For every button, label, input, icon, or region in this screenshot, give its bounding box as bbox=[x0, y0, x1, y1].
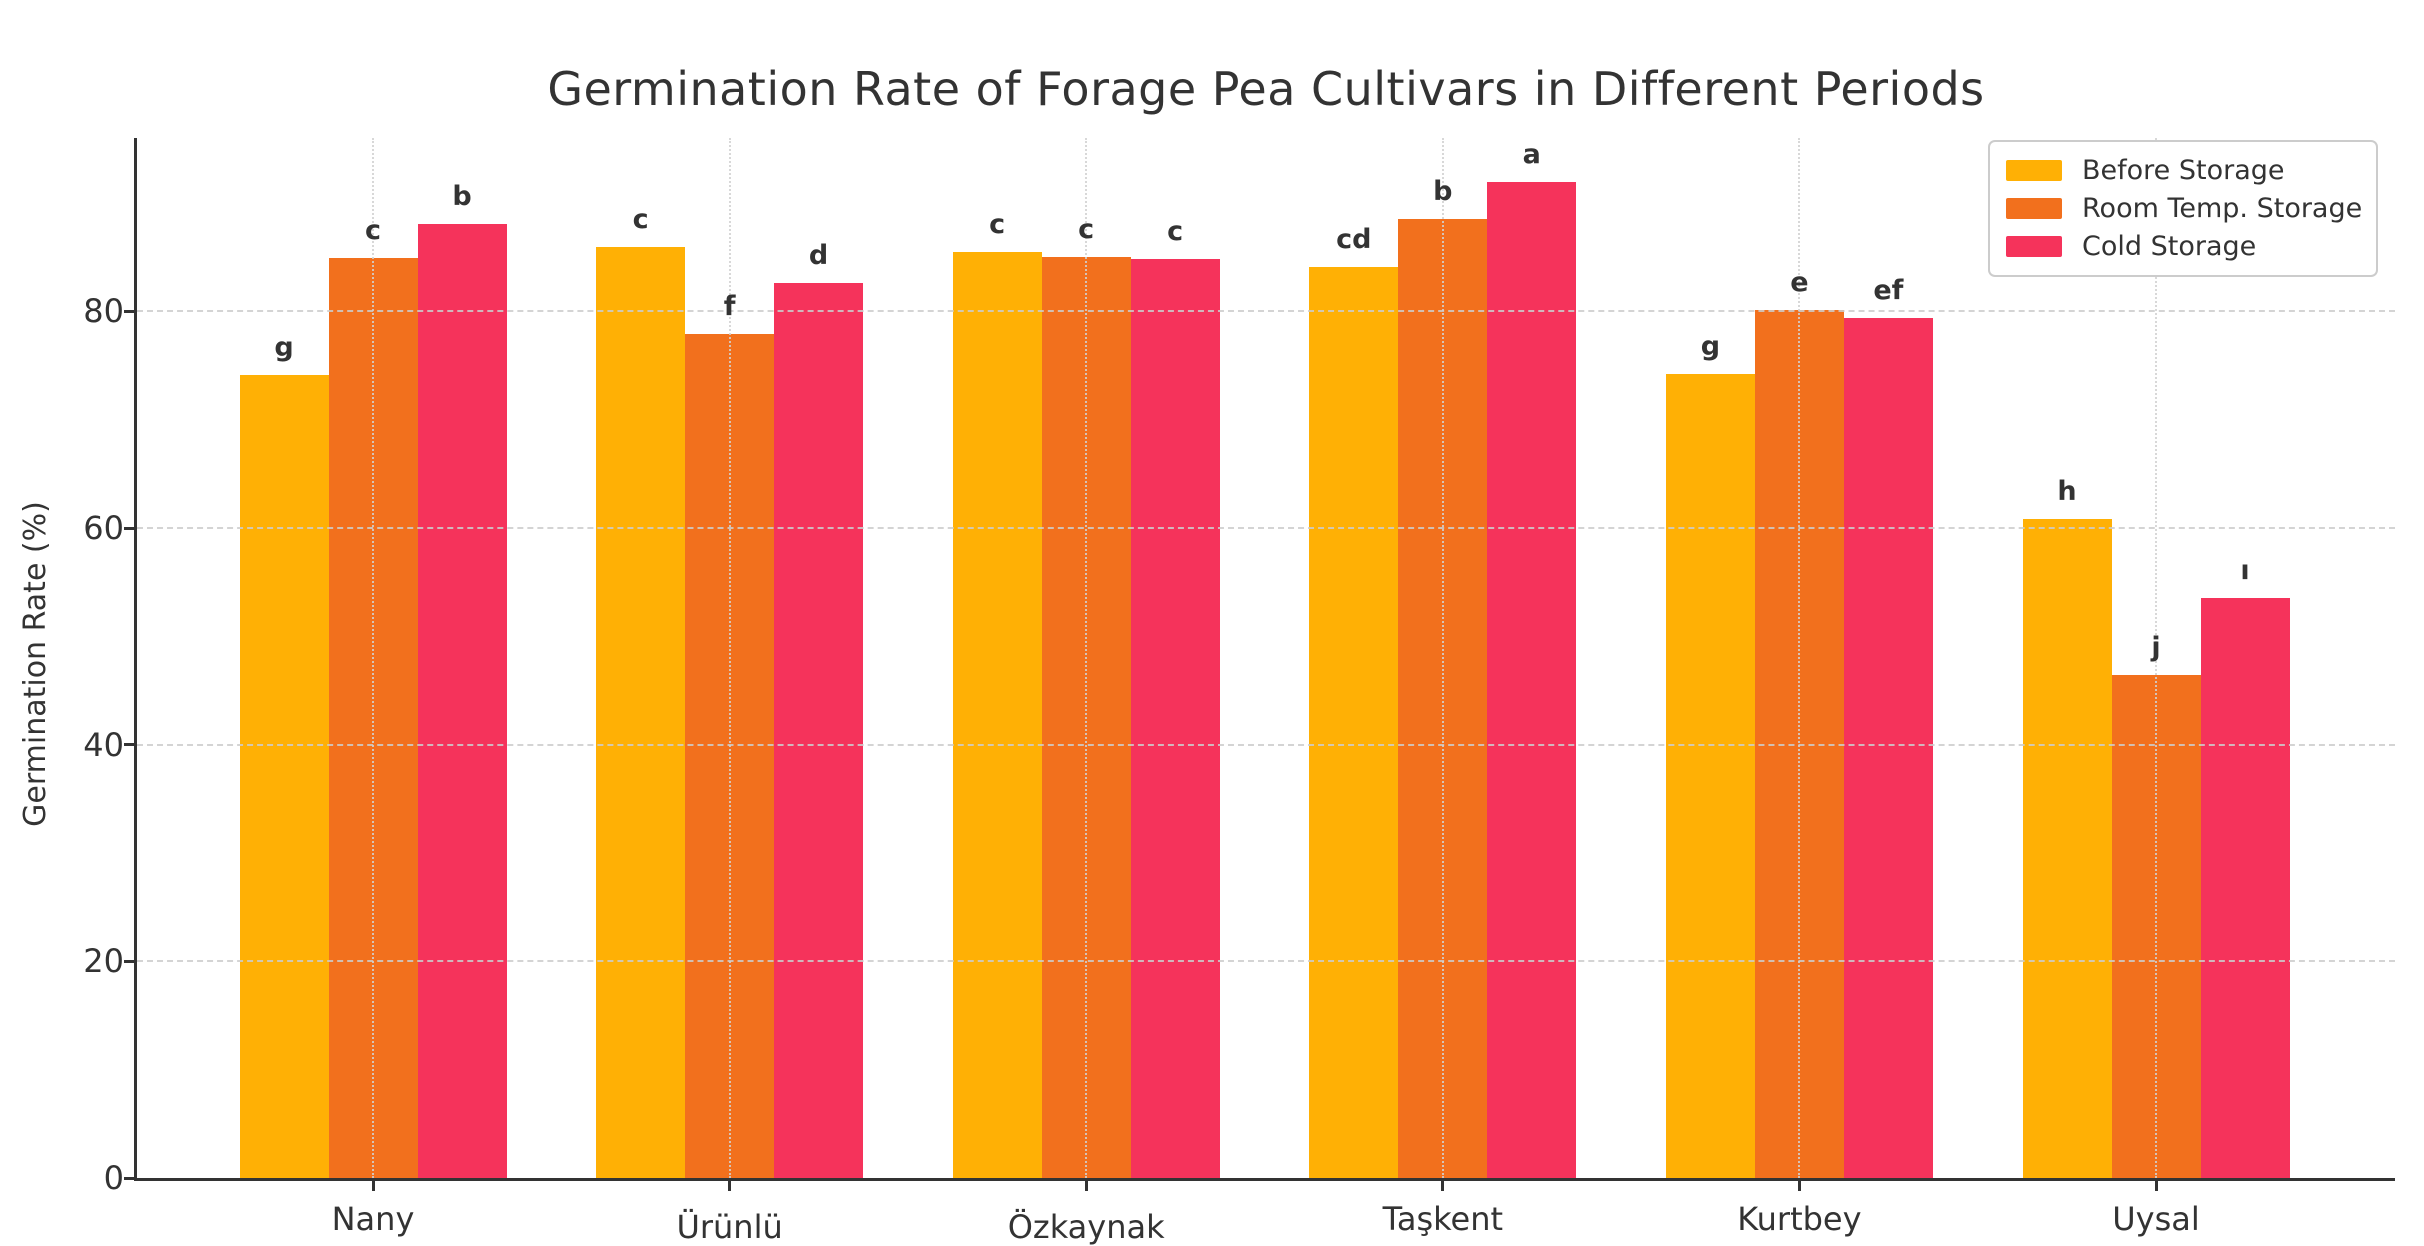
bar-Nany-Room Temp. Storage bbox=[328, 258, 418, 1178]
legend: Before Storage Room Temp. Storage Cold Sto… bbox=[1988, 140, 2378, 277]
y-tick-40 bbox=[124, 743, 134, 747]
legend-label-Room Temp. Storage: Room Temp. Storage bbox=[2082, 193, 2363, 224]
bar-Taşkent-Before Storage bbox=[1309, 266, 1399, 1178]
x-tick-label-0: Nany bbox=[331, 1200, 415, 1238]
legend-row-Before Storage: Before Storage bbox=[2006, 155, 2360, 186]
legend-label-Cold Storage: Cold Storage bbox=[2082, 231, 2257, 262]
x-tick-5 bbox=[2154, 1181, 2158, 1191]
bar-Nany-Before Storage bbox=[239, 375, 329, 1178]
y-axis-spine bbox=[134, 138, 137, 1181]
x-tick-3 bbox=[1441, 1181, 1445, 1191]
y-tick-label-40: 40 bbox=[83, 725, 124, 764]
bar-letter-Nany-Cold Storage: b bbox=[452, 180, 472, 212]
bar-Taşkent-Room Temp. Storage bbox=[1398, 219, 1488, 1178]
legend-swatch-Room Temp. Storage bbox=[2006, 198, 2062, 219]
legend-row-Room Temp. Storage: Room Temp. Storage bbox=[2006, 193, 2363, 224]
x-tick-0 bbox=[371, 1181, 375, 1191]
bar-Kurtbey-Before Storage bbox=[1665, 374, 1755, 1178]
bar-letter-Kurtbey-Room Temp. Storage: e bbox=[1790, 267, 1809, 299]
x-tick-label-2: Özkaynak bbox=[1007, 1208, 1165, 1246]
bar-Ürünlü-Room Temp. Storage bbox=[685, 334, 775, 1178]
y-tick-60 bbox=[124, 526, 134, 530]
chart-title: Germination Rate of Forage Pea Cultivars… bbox=[547, 62, 1985, 116]
bar-Uysal-Before Storage bbox=[2022, 519, 2112, 1178]
bar-Kurtbey-Cold Storage bbox=[1843, 317, 1933, 1178]
x-axis-spine bbox=[134, 1178, 2395, 1181]
y-tick-label-80: 80 bbox=[83, 292, 124, 331]
x-tick-label-5: Uysal bbox=[2112, 1200, 2200, 1238]
bar-Ürünlü-Cold Storage bbox=[774, 283, 864, 1178]
bar-letter-Özkaynak-Before Storage: c bbox=[989, 208, 1006, 240]
bar-letter-Ürünlü-Room Temp. Storage: f bbox=[723, 291, 736, 323]
y-tick-label-20: 20 bbox=[83, 942, 124, 981]
bar-Özkaynak-Before Storage bbox=[952, 251, 1042, 1178]
bar-letter-Özkaynak-Cold Storage: c bbox=[1167, 216, 1184, 248]
legend-swatch-Before Storage bbox=[2006, 160, 2062, 181]
bar-letter-Kurtbey-Before Storage: g bbox=[1700, 331, 1721, 363]
y-tick-80 bbox=[124, 309, 134, 313]
x-tick-1 bbox=[728, 1181, 732, 1191]
y-tick-label-60: 60 bbox=[83, 509, 124, 547]
x-tick-label-1: Ürünlü bbox=[676, 1208, 783, 1246]
x-tick-2 bbox=[1084, 1181, 1088, 1191]
x-tick-4 bbox=[1797, 1181, 1801, 1191]
y-tick-label-0: 0 bbox=[103, 1159, 124, 1197]
bar-Uysal-Cold Storage bbox=[2200, 598, 2290, 1178]
bar-letter-Uysal-Before Storage: h bbox=[2057, 476, 2077, 508]
bar-letter-Nany-Room Temp. Storage: c bbox=[364, 215, 381, 247]
bar-letter-Ürünlü-Cold Storage: d bbox=[808, 240, 829, 272]
bar-Kurtbey-Room Temp. Storage bbox=[1754, 310, 1844, 1178]
bar-Taşkent-Cold Storage bbox=[1487, 182, 1577, 1178]
legend-row-Cold Storage: Cold Storage bbox=[2006, 231, 2360, 262]
legend-swatch-Cold Storage bbox=[2006, 236, 2062, 257]
bar-letter-Taşkent-Room Temp. Storage: b bbox=[1433, 176, 1453, 208]
bar-Uysal-Room Temp. Storage bbox=[2111, 675, 2201, 1178]
bar-letter-Özkaynak-Room Temp. Storage: c bbox=[1078, 214, 1095, 246]
bar-Ürünlü-Before Storage bbox=[596, 247, 686, 1178]
bar-letter-Uysal-Cold Storage: ı bbox=[2240, 555, 2250, 587]
y-tick-0 bbox=[124, 1176, 134, 1180]
y-axis-label: Germination Rate (%) bbox=[18, 501, 53, 827]
y-tick-20 bbox=[124, 959, 134, 963]
bar-letter-Uysal-Room Temp. Storage: j bbox=[2151, 632, 2161, 664]
bar-Özkaynak-Cold Storage bbox=[1130, 259, 1220, 1178]
x-tick-label-3: Taşkent bbox=[1382, 1200, 1504, 1238]
bar-Özkaynak-Room Temp. Storage bbox=[1041, 257, 1131, 1178]
bar-letter-Ürünlü-Before Storage: c bbox=[632, 204, 649, 236]
legend-label-Before Storage: Before Storage bbox=[2082, 155, 2285, 186]
bar-letter-Kurtbey-Cold Storage: ef bbox=[1873, 274, 1904, 306]
bar-letter-Taşkent-Cold Storage: a bbox=[1522, 139, 1541, 171]
bar-Nany-Cold Storage bbox=[417, 223, 507, 1178]
plot-area: 0 20 40 60 80 Nany g c b Ürünlü c f d Özkaynak c c c Taşk… bbox=[83, 138, 2395, 1246]
x-tick-label-4: Kurtbey bbox=[1737, 1200, 1862, 1238]
bar-letter-Nany-Before Storage: g bbox=[274, 332, 294, 364]
bar-letter-Taşkent-Before Storage: cd bbox=[1336, 223, 1372, 255]
